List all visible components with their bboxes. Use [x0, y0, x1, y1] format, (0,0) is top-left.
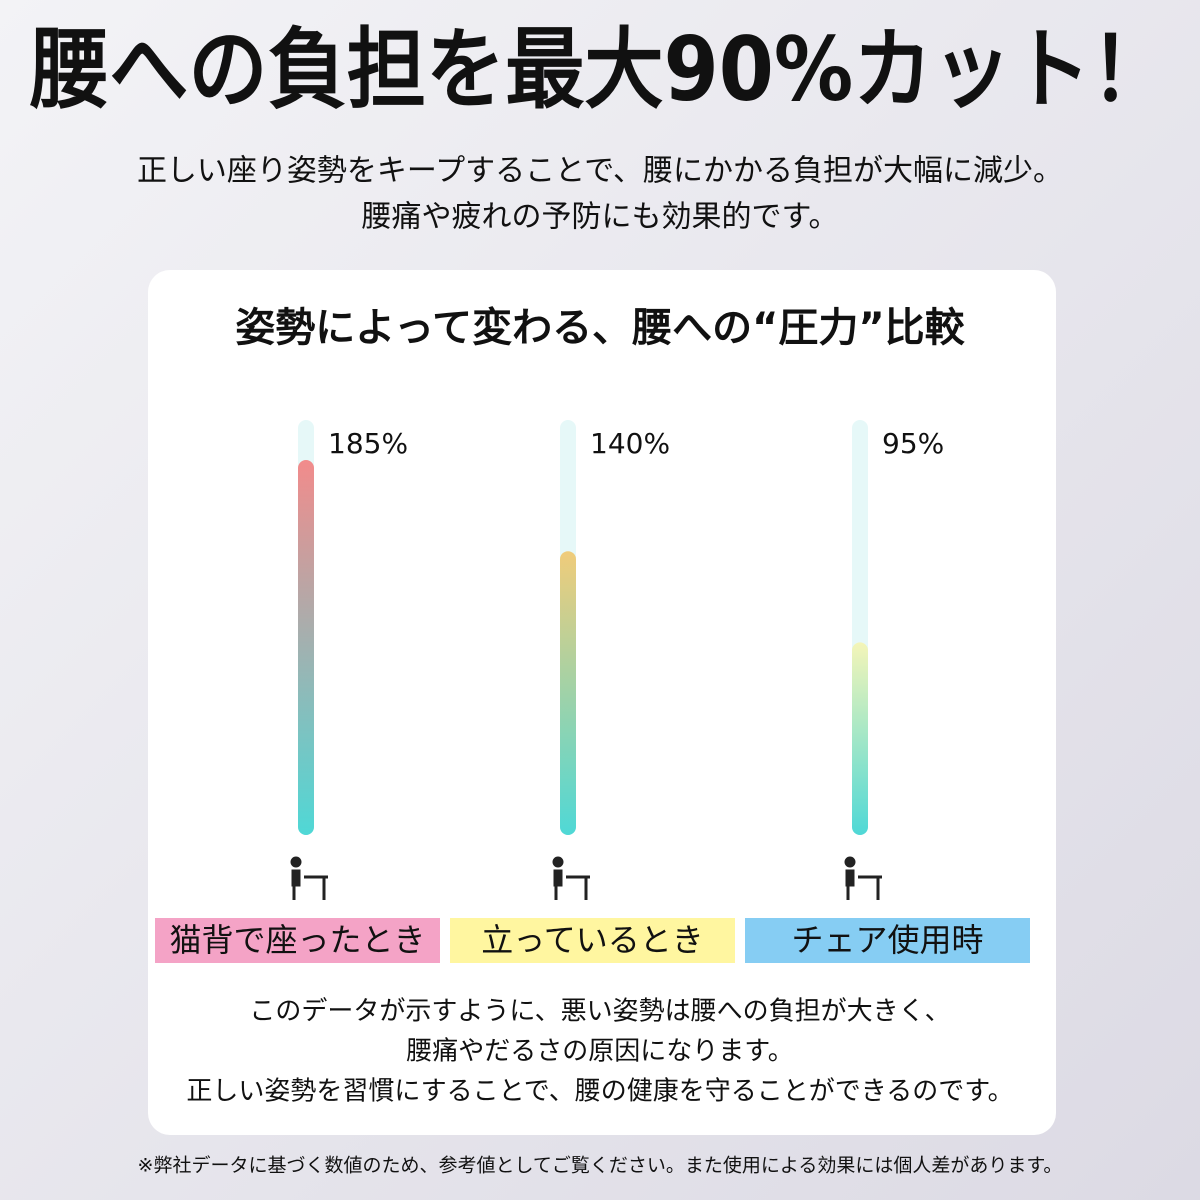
posture-icon: [290, 856, 328, 900]
posture-icon: [552, 856, 590, 900]
icon-head: [844, 856, 856, 868]
category-box: [155, 918, 440, 963]
category-label: 立っているとき: [481, 921, 703, 959]
value-label: 185%: [328, 427, 408, 460]
bar: [852, 642, 868, 835]
category-box: [745, 918, 1030, 963]
icon-body: [291, 869, 301, 887]
bar: [560, 551, 576, 835]
icon-head: [290, 856, 302, 868]
subtitle: 正しい座り姿勢をキープすることで、腰にかかる負担が大幅に減少。: [137, 154, 1063, 189]
chart-title: 姿勢によって変わる、腰への“圧力”比較: [235, 305, 965, 351]
category-label: 猫背で座ったとき: [169, 921, 425, 959]
icon-head: [552, 856, 564, 868]
bar: [298, 460, 314, 835]
category-label: チェア使用時: [791, 921, 983, 959]
category-box: [450, 918, 735, 963]
note: 腰痛やだるさの原因になります。: [406, 1037, 793, 1067]
subtitle: 腰痛や疲れの予防にも効果的です。: [362, 200, 839, 235]
headline: 腰への負担を最大90%カット！: [30, 18, 1170, 121]
icon-body: [553, 869, 563, 887]
value-label: 95%: [882, 427, 944, 460]
icon-body: [845, 869, 855, 887]
posture-icon: [844, 856, 882, 900]
note: 正しい姿勢を習慣にすることで、腰の健康を守ることができるのです。: [186, 1077, 1013, 1107]
note: このデータが示すように、悪い姿勢は腰への負担が大きく、: [249, 997, 950, 1027]
value-label: 140%: [590, 427, 670, 460]
footnote: ※弊社データに基づく数値のため、参考値としてご覧ください。また使用による効果には…: [138, 1155, 1063, 1177]
